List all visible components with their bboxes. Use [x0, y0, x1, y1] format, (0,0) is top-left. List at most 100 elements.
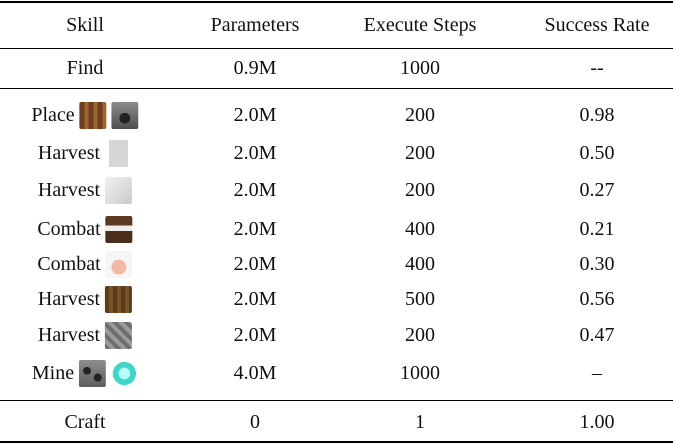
cell-text: 2.0M — [233, 287, 277, 310]
cell-text: 2.0M — [233, 217, 277, 240]
cell-text: Harvest — [37, 141, 101, 164]
cell-text: 200 — [405, 141, 435, 164]
data-cell: 500 — [405, 284, 435, 314]
cell-text: 0.27 — [579, 178, 615, 201]
skill-cell: Combat — [37, 249, 133, 279]
header-cell: Success Rate — [545, 10, 650, 40]
cell-text: Harvest — [37, 178, 101, 201]
header-cell: Execute Steps — [364, 10, 477, 40]
data-cell: 200 — [405, 175, 435, 205]
cell-text: Harvest — [37, 287, 101, 310]
cell-text: 0.56 — [579, 287, 615, 310]
item-icon — [79, 359, 107, 387]
data-cell: 0.47 — [580, 320, 615, 350]
item-icon — [79, 101, 107, 129]
cell-text: Find — [66, 56, 104, 79]
data-cell: 0.30 — [580, 249, 615, 279]
bottom-rule — [0, 441, 673, 443]
cell-text: 2.0M — [233, 141, 277, 164]
data-cell: 2.0M — [234, 100, 277, 130]
cell-text: 2.0M — [233, 103, 277, 126]
item-icon — [105, 285, 133, 313]
cell-text: – — [592, 361, 602, 384]
data-cell: -- — [590, 53, 603, 83]
item-icon — [111, 101, 139, 129]
data-cell: 1 — [415, 407, 425, 437]
skill-cell: Harvest — [37, 284, 133, 314]
item-icon — [105, 215, 133, 243]
cell-text: 0.9M — [233, 56, 277, 79]
skill-cell: Harvest — [37, 320, 133, 350]
data-cell: 2.0M — [234, 284, 277, 314]
section-rule — [0, 88, 673, 89]
data-cell: 200 — [405, 138, 435, 168]
cell-text: 400 — [405, 252, 435, 275]
cell-text: 1000 — [400, 56, 440, 79]
data-cell: 1000 — [400, 53, 440, 83]
cell-text: 400 — [405, 217, 435, 240]
cell-text: Success Rate — [544, 13, 650, 36]
cell-text: Combat — [37, 252, 101, 275]
header-rule — [0, 48, 673, 49]
cell-text: 500 — [405, 287, 435, 310]
skill-cell: Harvest — [37, 175, 133, 205]
cell-text: Skill — [66, 13, 104, 36]
item-icon — [105, 321, 133, 349]
data-cell: 0.27 — [580, 175, 615, 205]
data-cell: 0.98 — [580, 100, 615, 130]
skill-cell: Place — [31, 100, 139, 130]
data-cell: 1000 — [400, 358, 440, 388]
data-cell: 1.00 — [580, 407, 615, 437]
data-cell: 0.21 — [580, 214, 615, 244]
cell-text: Mine — [31, 361, 75, 384]
skill-cell: Craft — [64, 407, 105, 437]
data-cell: 2.0M — [234, 175, 277, 205]
header-cell: Parameters — [211, 10, 300, 40]
skill-cell: Find — [67, 53, 104, 83]
cell-text: 2.0M — [233, 178, 277, 201]
data-cell: 2.0M — [234, 138, 277, 168]
data-cell: 400 — [405, 249, 435, 279]
top-rule — [0, 1, 673, 3]
cell-text: 1 — [415, 410, 425, 433]
item-icon — [105, 176, 133, 204]
item-icon — [111, 359, 139, 387]
cell-text: Harvest — [37, 323, 101, 346]
cell-text: 0.98 — [579, 103, 615, 126]
data-cell: 0.50 — [580, 138, 615, 168]
data-cell: 2.0M — [234, 320, 277, 350]
cell-text: 200 — [405, 178, 435, 201]
cell-text: 1000 — [400, 361, 440, 384]
cell-text: Place — [31, 103, 75, 126]
cell-text: Craft — [64, 410, 106, 433]
header-cell: Skill — [66, 10, 104, 40]
cell-text: 0.30 — [579, 252, 615, 275]
cell-text: 1.00 — [579, 410, 615, 433]
cell-text: 200 — [405, 323, 435, 346]
cell-text: 200 — [405, 103, 435, 126]
data-cell: 0 — [250, 407, 260, 437]
data-cell: 2.0M — [234, 214, 277, 244]
data-cell: 400 — [405, 214, 435, 244]
cell-text: Parameters — [210, 13, 300, 36]
cell-text: 0 — [250, 410, 260, 433]
data-cell: 200 — [405, 100, 435, 130]
cell-text: 0.47 — [579, 323, 615, 346]
item-icon — [105, 139, 133, 167]
cell-text: -- — [590, 56, 604, 79]
cell-text: 4.0M — [233, 361, 277, 384]
data-cell: 4.0M — [234, 358, 277, 388]
cell-text: 2.0M — [233, 323, 277, 346]
data-cell: 0.56 — [580, 284, 615, 314]
cell-text: 0.21 — [579, 217, 615, 240]
cell-text: 0.50 — [579, 141, 615, 164]
data-cell: 2.0M — [234, 249, 277, 279]
data-cell: – — [592, 358, 602, 388]
skill-cell: Mine — [31, 358, 139, 388]
section-rule — [0, 400, 673, 401]
skill-cell: Harvest — [37, 138, 133, 168]
skill-cell: Combat — [37, 214, 133, 244]
item-icon — [105, 250, 133, 278]
cell-text: Combat — [37, 217, 101, 240]
